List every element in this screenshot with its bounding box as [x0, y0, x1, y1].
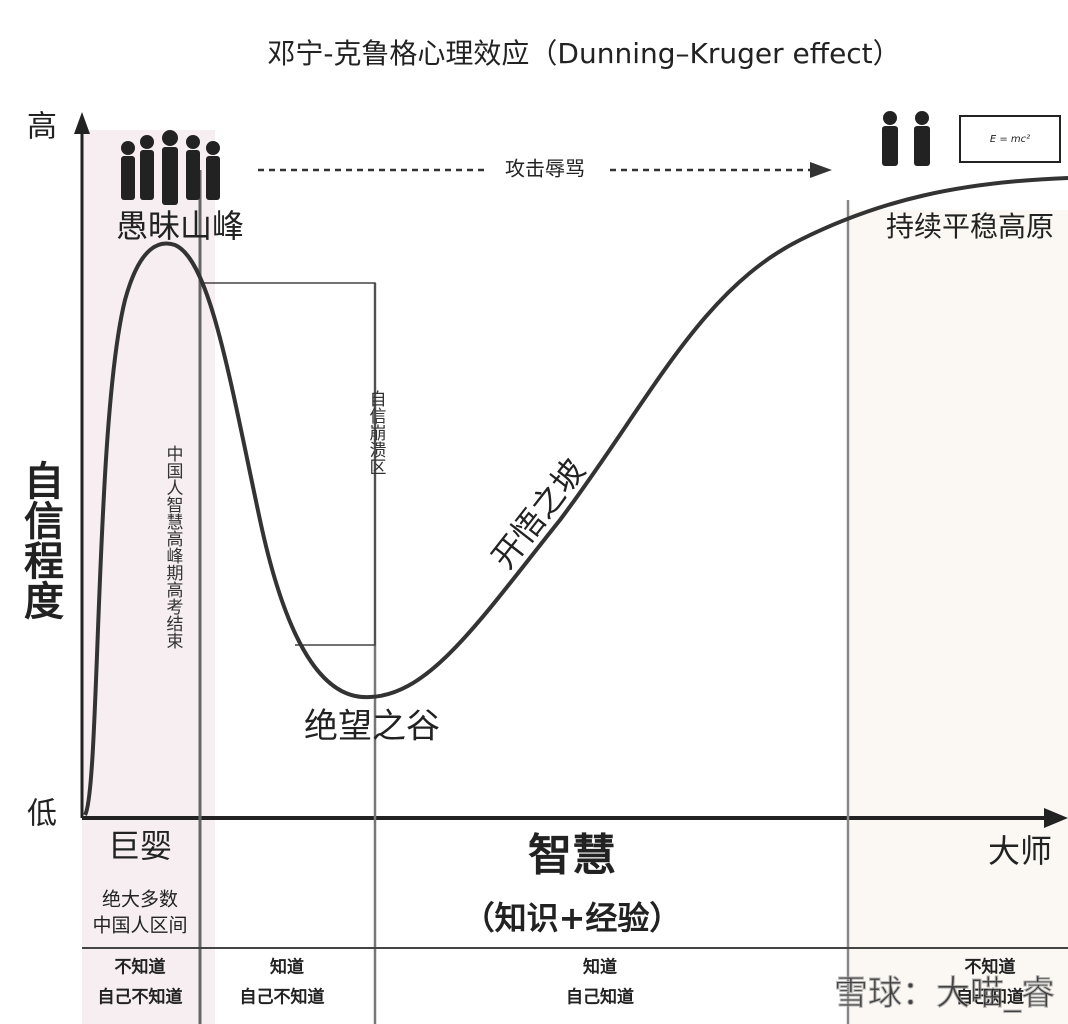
quadrant-text: 不知道: [115, 957, 166, 978]
exam-label: 中国人智慧高峰期高考结束: [163, 445, 184, 649]
masters-icon: [882, 111, 930, 166]
collapse-label: 自信崩溃区: [366, 390, 387, 475]
label-bg: [485, 158, 605, 182]
valley-label: 绝望之谷: [304, 707, 440, 747]
majority-zone: [82, 130, 215, 1024]
slope-label: 开悟之坡: [484, 452, 593, 576]
quadrant-text: 自己不知道: [240, 987, 325, 1008]
peak-label: 愚昧山峰: [116, 207, 244, 245]
plateau-zone: [848, 210, 1068, 1024]
quadrant-text: 不知道: [965, 957, 1016, 978]
y-label: 自信程度: [17, 460, 64, 620]
majority-label: 中国人区间: [92, 915, 187, 937]
quadrant-row: 不知道 自己不知道 知道 自己不知道 知道 自己知道 不知道 自己知道: [98, 957, 1025, 1008]
x-sublabel: （知识+经验）: [463, 899, 682, 937]
attack-label: 攻击辱骂: [505, 157, 585, 181]
collapse-bracket: [200, 282, 376, 646]
majority-label: 绝大多数: [102, 889, 178, 911]
confidence-curve: [83, 176, 1068, 817]
plateau-label: 持续平稳高原: [886, 210, 1054, 243]
x-label: 智慧: [528, 830, 616, 881]
x-arrow: [1044, 808, 1068, 828]
quadrant-text: 自己知道: [566, 987, 634, 1008]
y-high: 高: [27, 110, 57, 145]
y-arrow: [74, 112, 90, 134]
quadrant-text: 自己知道: [956, 987, 1024, 1008]
y-low: 低: [27, 797, 57, 832]
formula: E = mc²: [990, 134, 1030, 145]
watermark: 雪球：大喵_睿: [834, 974, 1055, 1014]
stage-master: 大师: [988, 832, 1052, 870]
stage-infant: 巨婴: [108, 827, 172, 865]
quadrant-text: 知道: [582, 957, 617, 978]
title: 邓宁-克鲁格心理效应（Dunning–Kruger effect）: [267, 37, 900, 70]
attack-arrowhead: [810, 162, 832, 178]
quadrant-text: 自己不知道: [98, 987, 183, 1008]
quadrant-text: 知道: [269, 957, 304, 978]
blackboard: [959, 115, 1061, 163]
crowd-icon: [121, 130, 220, 205]
